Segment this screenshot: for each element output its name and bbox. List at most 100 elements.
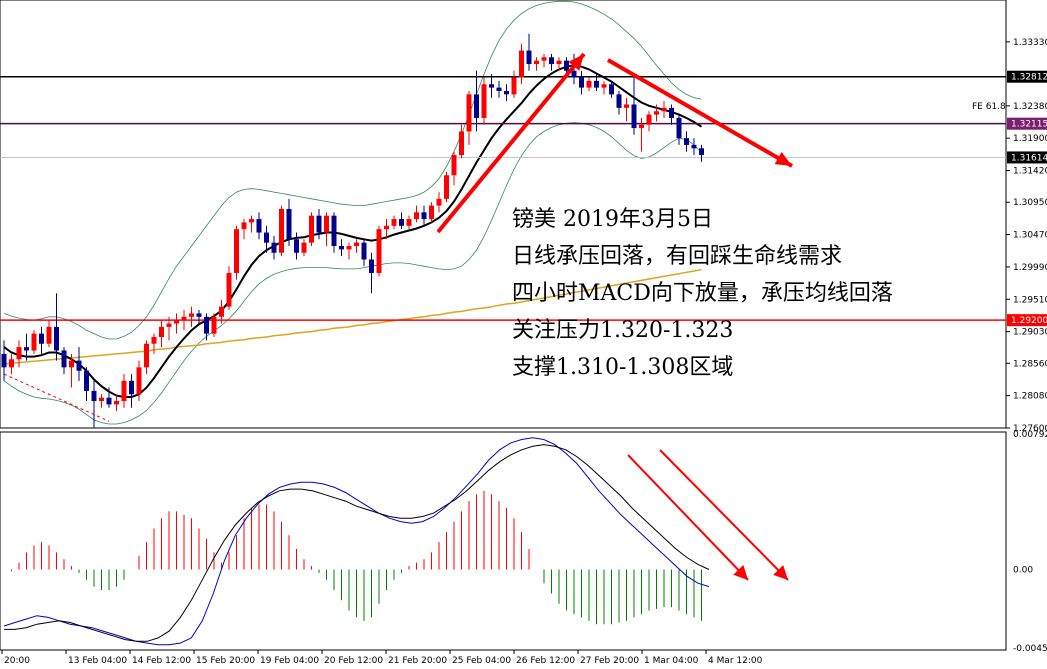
- candle-body: [99, 397, 104, 402]
- macd-panel: 0.007922 0.00 -0.004589: [3, 430, 1047, 654]
- annotation-line-4: 关注压力1.320-1.323: [512, 318, 733, 343]
- trend-arrows: [436, 52, 793, 581]
- price-label-text: 1.31614: [1011, 153, 1047, 163]
- candle-body: [669, 107, 674, 118]
- candle-body: [264, 232, 269, 243]
- candle-body: [699, 148, 704, 156]
- candle-body: [496, 87, 502, 91]
- annotation-line-3: 四小时MACD向下放量，承压均线回落: [512, 281, 893, 306]
- candle-body: [609, 84, 614, 95]
- y-tick-label: 1.28080: [1013, 392, 1047, 402]
- macd-y-tick-label: 0.007922: [1013, 430, 1047, 440]
- y-tick-label: 1.30950: [1013, 198, 1047, 208]
- candle-body: [556, 60, 562, 65]
- candle-body: [46, 326, 52, 344]
- candle-body: [31, 333, 37, 351]
- moving-averages: [3, 64, 703, 398]
- candle-body: [571, 70, 577, 78]
- y-tick-label: 1.29030: [1013, 328, 1047, 338]
- candle-body: [691, 144, 697, 149]
- signal-line: [4, 444, 710, 642]
- candle-body: [391, 219, 397, 226]
- y-tick-label: 1.29510: [1013, 295, 1047, 305]
- candle-body: [234, 229, 239, 273]
- candle-body: [369, 259, 374, 273]
- candle-body: [489, 84, 494, 88]
- candle-body: [406, 219, 412, 226]
- candle-body: [91, 390, 97, 402]
- price-label-text: 1.32812: [1011, 73, 1047, 83]
- candle-body: [384, 225, 389, 230]
- candle-body: [301, 242, 307, 253]
- candle-body: [61, 350, 67, 368]
- down-trend-arrow: [607, 58, 793, 168]
- x-tick-label: 21 Feb 20:00: [388, 656, 447, 666]
- candle-body: [519, 50, 524, 78]
- candle-body: [466, 94, 472, 132]
- x-tick-label: 13 Feb 04:00: [68, 656, 127, 666]
- x-tick-label: 19 Feb 04:00: [260, 656, 319, 666]
- candle-body: [181, 316, 187, 321]
- candle-body: [399, 219, 404, 226]
- candle-body: [204, 316, 209, 334]
- y-tick-label: 1.33330: [1013, 38, 1047, 48]
- price-label-box: [1007, 70, 1047, 83]
- candle-body: [316, 215, 322, 233]
- candle-body: [1, 353, 7, 368]
- candle-body: [144, 343, 149, 368]
- candle-body: [39, 333, 44, 344]
- candle-body: [114, 401, 119, 405]
- candle-body: [504, 90, 509, 95]
- candle-body: [324, 215, 329, 233]
- main-panel-frame: [0, 0, 1007, 429]
- candle-body: [646, 114, 652, 125]
- candle-body: [616, 94, 622, 108]
- y-tick-label: 1.31900: [1013, 134, 1047, 144]
- candle-body: [174, 320, 179, 324]
- y-tick-label: 1.32380: [1013, 102, 1047, 112]
- candle-body: [219, 306, 224, 317]
- candle-body: [54, 326, 59, 351]
- candle-body: [241, 222, 247, 230]
- candle-body: [459, 131, 464, 156]
- candle-body: [676, 117, 682, 139]
- candle-body: [436, 198, 442, 206]
- band-upper: [3, 0, 702, 340]
- candle-body: [451, 155, 457, 176]
- macd-line: [3, 437, 710, 646]
- ma-slow: [3, 268, 702, 365]
- y-tick-label: 1.28560: [1013, 359, 1047, 369]
- candle-body: [249, 219, 254, 223]
- candle-body: [624, 104, 629, 108]
- candle-body: [84, 370, 89, 391]
- candle-body: [444, 175, 449, 199]
- x-tick-label: 27 Feb 20:00: [580, 656, 639, 666]
- candle-body: [421, 212, 427, 220]
- price-label-text: 1.29200: [1011, 316, 1047, 326]
- candle-body: [16, 347, 22, 360]
- candle-body: [151, 337, 157, 344]
- macd-down-arrow-1: [627, 454, 749, 581]
- macd-y-tick-label: 0.00: [1013, 566, 1033, 576]
- candle-body: [271, 242, 277, 253]
- candle-body: [69, 360, 74, 368]
- candle-body: [534, 60, 539, 65]
- candle-body: [376, 229, 382, 273]
- candle-body: [309, 215, 314, 243]
- price-label-box: [1007, 314, 1047, 327]
- candle-body: [279, 208, 284, 253]
- candle-body: [129, 380, 134, 395]
- x-tick-label: 14 Feb 12:00: [132, 656, 191, 666]
- annotation-line-2: 日线承压回落，有回踩生命线需求: [512, 244, 842, 269]
- candle-body: [159, 326, 164, 338]
- candle-body: [541, 57, 547, 61]
- candle-body: [294, 239, 299, 253]
- candle-body: [654, 111, 659, 115]
- dashed-trendline: [3, 373, 110, 422]
- candle-body: [339, 246, 344, 250]
- price-label-box: [1007, 117, 1047, 130]
- y-tick-label: 1.30470: [1013, 231, 1047, 241]
- analysis-annotation: 镑美 2019年3月5日 日线承压回落，有回踩生命线需求 四小时MACD向下放量…: [512, 207, 893, 380]
- x-tick-label: 20 Feb 12:00: [324, 656, 383, 666]
